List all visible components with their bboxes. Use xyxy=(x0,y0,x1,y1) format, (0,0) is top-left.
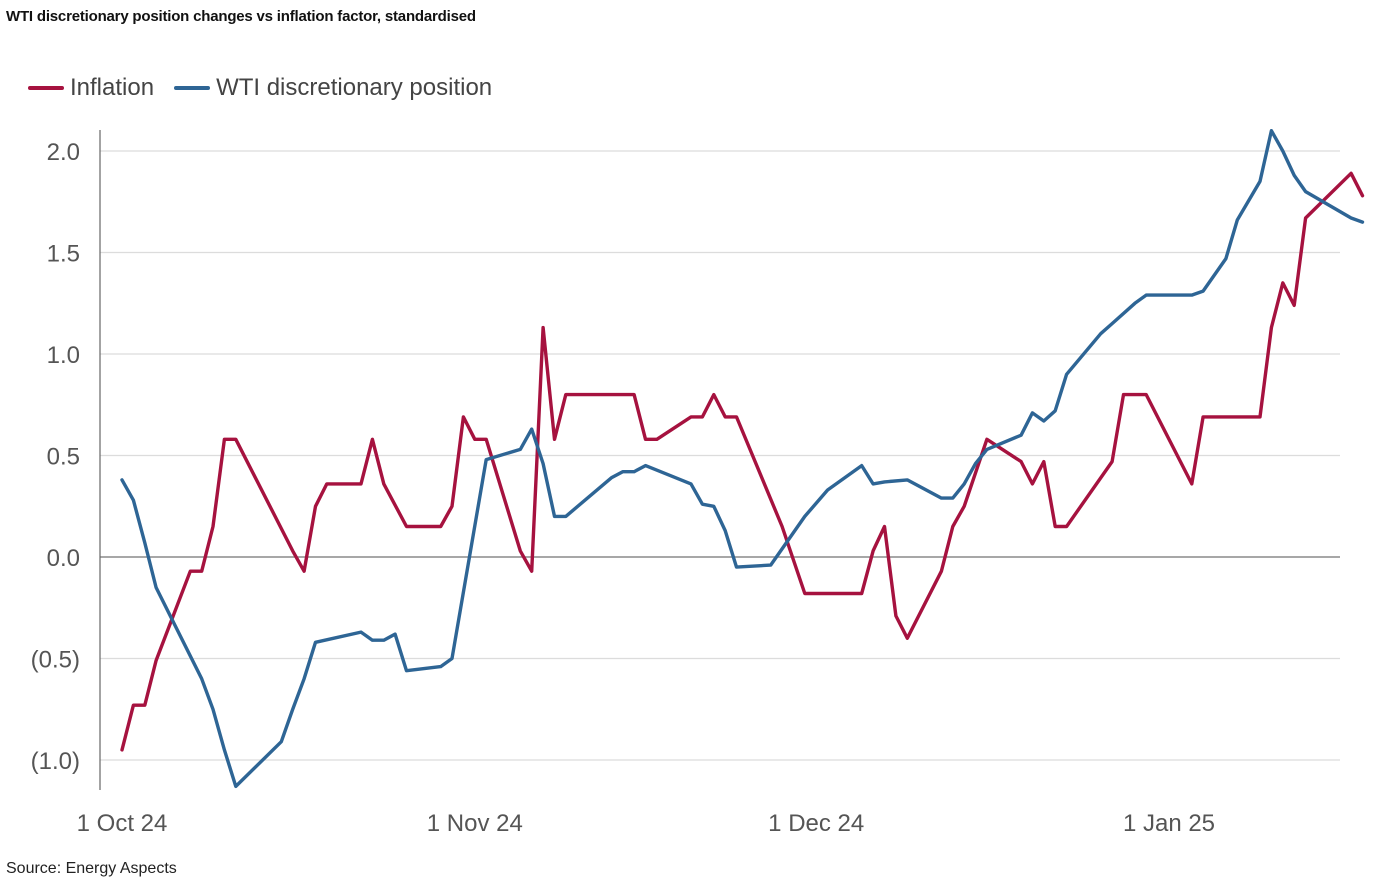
y-tick-label: 0.5 xyxy=(47,444,80,471)
chart-title: WTI discretionary position changes vs in… xyxy=(6,8,476,25)
legend-label-wti: WTI discretionary position xyxy=(216,74,493,101)
legend: Inflation WTI discretionary position xyxy=(28,74,512,102)
x-axis: 1 Oct 24 1 Nov 24 1 Dec 24 1 Jan 25 xyxy=(77,810,1215,837)
x-tick-label: 1 Oct 24 xyxy=(77,810,168,837)
y-tick-label: 0.0 xyxy=(47,545,80,572)
series-line-inflation xyxy=(120,171,1365,752)
legend-swatch-wti xyxy=(174,86,211,90)
legend-swatch-inflation xyxy=(28,86,64,90)
y-tick-label: (0.5) xyxy=(31,647,80,674)
y-tick-label: (1.0) xyxy=(31,748,80,775)
y-axis: 2.0 1.5 1.0 0.5 0.0 (0.5) (1.0) xyxy=(31,130,101,790)
y-tick-label: 1.5 xyxy=(47,241,80,268)
legend-item-inflation: Inflation xyxy=(28,74,154,102)
x-tick-label: 1 Jan 25 xyxy=(1123,810,1215,837)
source-note: Source: Energy Aspects xyxy=(6,860,177,877)
series-lines xyxy=(120,128,1365,789)
x-tick-label: 1 Nov 24 xyxy=(427,810,523,837)
series-line-wti-discretionary-position xyxy=(120,128,1365,789)
y-tick-label: 1.0 xyxy=(47,342,80,369)
legend-label-inflation: Inflation xyxy=(70,74,155,101)
x-tick-label: 1 Dec 24 xyxy=(768,810,864,837)
legend-item-wti: WTI discretionary position xyxy=(174,74,492,102)
y-tick-label: 2.0 xyxy=(47,139,80,166)
gridlines xyxy=(100,150,1340,761)
